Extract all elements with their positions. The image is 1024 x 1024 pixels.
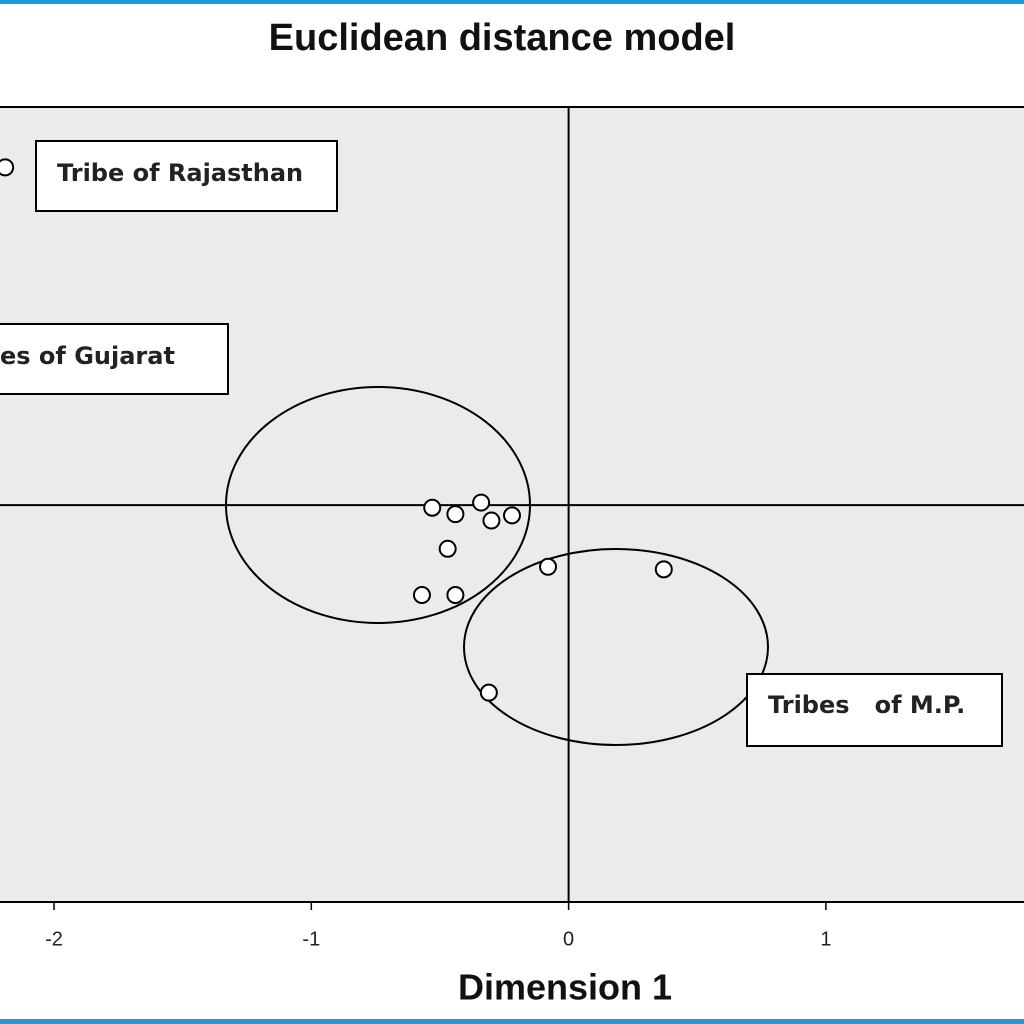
annotation-box bbox=[746, 673, 1003, 747]
point bbox=[472, 493, 491, 512]
cluster-ellipse bbox=[463, 548, 769, 746]
point bbox=[503, 506, 521, 525]
point bbox=[423, 498, 442, 517]
point bbox=[479, 683, 498, 702]
point bbox=[446, 586, 465, 605]
point bbox=[0, 158, 15, 177]
x-tick-label: 0 bbox=[563, 928, 574, 950]
point bbox=[438, 539, 457, 558]
point bbox=[482, 511, 501, 530]
annotation-box bbox=[35, 140, 338, 212]
annotation: Tribes of M.P. bbox=[768, 691, 965, 719]
cluster-ellipse bbox=[225, 386, 531, 624]
x-tick-label: -1 bbox=[302, 928, 320, 950]
bottom-border bbox=[0, 1019, 1024, 1024]
point bbox=[539, 557, 558, 576]
annotation-box bbox=[0, 323, 229, 395]
annotation: Tribe of Rajasthan bbox=[57, 159, 303, 187]
point bbox=[412, 586, 431, 605]
chart-title: Euclidean distance model bbox=[269, 17, 736, 59]
point bbox=[654, 560, 673, 579]
top-border bbox=[0, 0, 1024, 4]
x-tick-label: -2 bbox=[45, 928, 63, 950]
point bbox=[446, 505, 465, 524]
x-axis-label: Dimension 1 bbox=[458, 967, 672, 1008]
annotation: es of Gujarat bbox=[0, 342, 175, 370]
x-tick-label: 1 bbox=[820, 928, 831, 950]
